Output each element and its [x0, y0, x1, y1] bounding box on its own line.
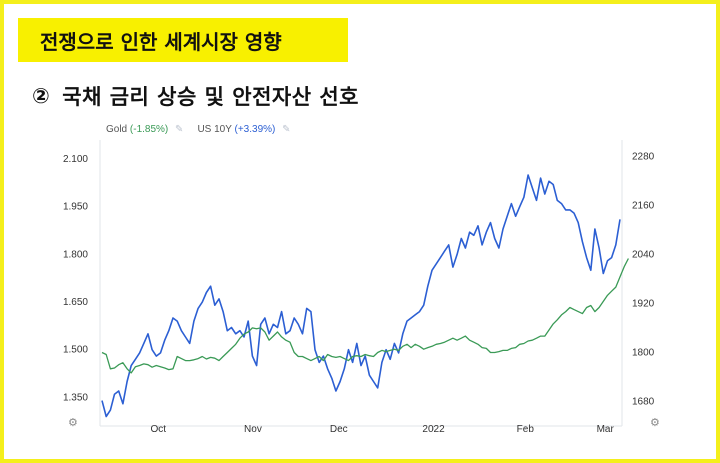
- left-tick-label: 1.650: [63, 297, 88, 308]
- legend-item-us10y[interactable]: US 10Y (+3.39%) ✎: [197, 124, 290, 135]
- left-tick-label: 2.100: [63, 154, 88, 165]
- subtitle-text: 국채 금리 상승 및 안전자산 선호: [62, 85, 359, 109]
- right-tick-label: 2040: [632, 249, 655, 260]
- right-tick-label: 1920: [632, 298, 655, 309]
- x-tick-label: Dec: [330, 424, 348, 435]
- subtitle-number: ②: [32, 84, 51, 108]
- legend-gold-change: (-1.85%): [129, 124, 169, 135]
- legend-gold-name: Gold: [106, 124, 128, 135]
- x-tick-label: 2022: [422, 424, 445, 435]
- legend-us10y-change: (+3.39%): [234, 124, 276, 135]
- gear-icon[interactable]: ⚙: [650, 416, 660, 429]
- x-tick-label: Nov: [244, 424, 262, 435]
- x-tick-label: Oct: [150, 424, 166, 435]
- right-tick-label: 1800: [632, 347, 655, 358]
- right-tick-label: 1680: [632, 396, 655, 407]
- right-tick-label: 2280: [632, 151, 655, 162]
- chart-legend: Gold (-1.85%) ✎ US 10Y (+3.39%) ✎: [106, 124, 291, 135]
- right-tick-label: 2160: [632, 200, 655, 211]
- left-tick-label: 1.350: [63, 392, 88, 403]
- series-line-us-10y: [101, 174, 621, 418]
- pin-icon[interactable]: ✎: [282, 124, 291, 135]
- series-line-gold: [101, 258, 629, 374]
- x-tick-label: Mar: [597, 424, 615, 435]
- section-subtitle: ② 국채 금리 상승 및 안전자산 선호: [32, 78, 359, 114]
- x-tick-label: Feb: [517, 424, 535, 435]
- gear-icon[interactable]: ⚙: [68, 416, 78, 429]
- page-title: 전쟁으로 인한 세계시장 영향: [18, 18, 348, 62]
- left-tick-label: 1.800: [63, 249, 88, 260]
- pin-icon[interactable]: ✎: [175, 124, 184, 135]
- left-tick-label: 1.950: [63, 202, 88, 213]
- legend-item-gold[interactable]: Gold (-1.85%) ✎: [106, 124, 183, 135]
- left-tick-label: 1.500: [63, 345, 88, 356]
- legend-us10y-name: US 10Y: [197, 124, 232, 135]
